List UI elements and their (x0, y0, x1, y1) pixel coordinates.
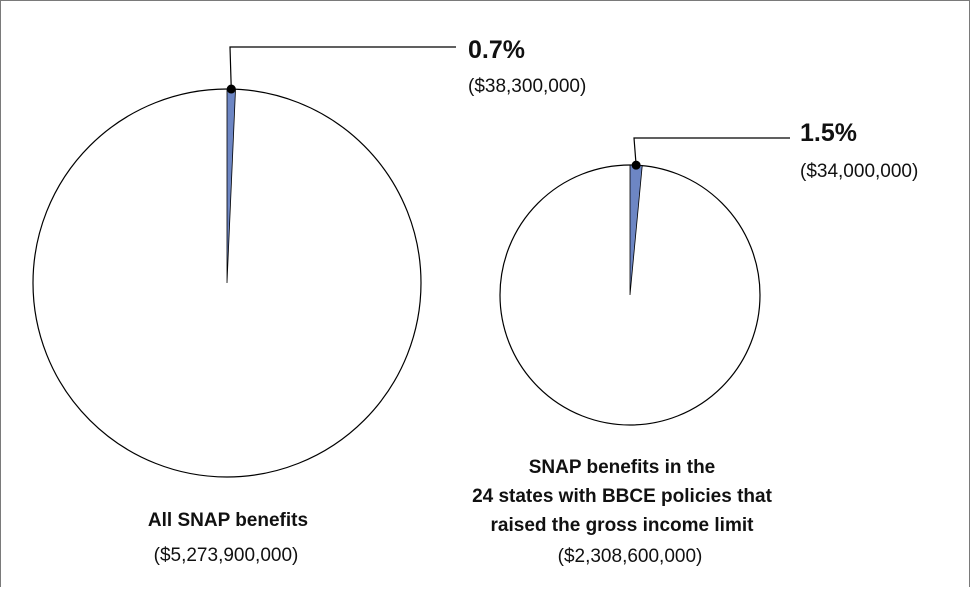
slice-amount-label: ($34,000,000) (800, 161, 918, 182)
pie-total-label: ($2,308,600,000) (558, 546, 703, 567)
leader-line (633, 137, 790, 166)
pie-all-snap: 0.7% ($38,300,000) All SNAP benefits ($5… (32, 36, 586, 566)
pie-title-line-1: SNAP benefits in the (529, 457, 716, 478)
pie-bbce-states: 1.5% ($34,000,000) SNAP benefits in the … (472, 119, 918, 567)
pie-total-label: ($5,273,900,000) (154, 545, 299, 566)
pie-title-line-3: raised the gross income limit (491, 515, 755, 536)
slice-percent-label: 1.5% (800, 119, 857, 147)
leader-dot (226, 84, 236, 94)
slice-percent-label: 0.7% (468, 36, 525, 64)
pie-title: All SNAP benefits (148, 510, 308, 531)
slice-amount-label: ($38,300,000) (468, 76, 586, 97)
leader-line (229, 46, 456, 90)
pie-title-line-2: 24 states with BBCE policies that (472, 486, 773, 507)
leader-dot (631, 160, 641, 170)
